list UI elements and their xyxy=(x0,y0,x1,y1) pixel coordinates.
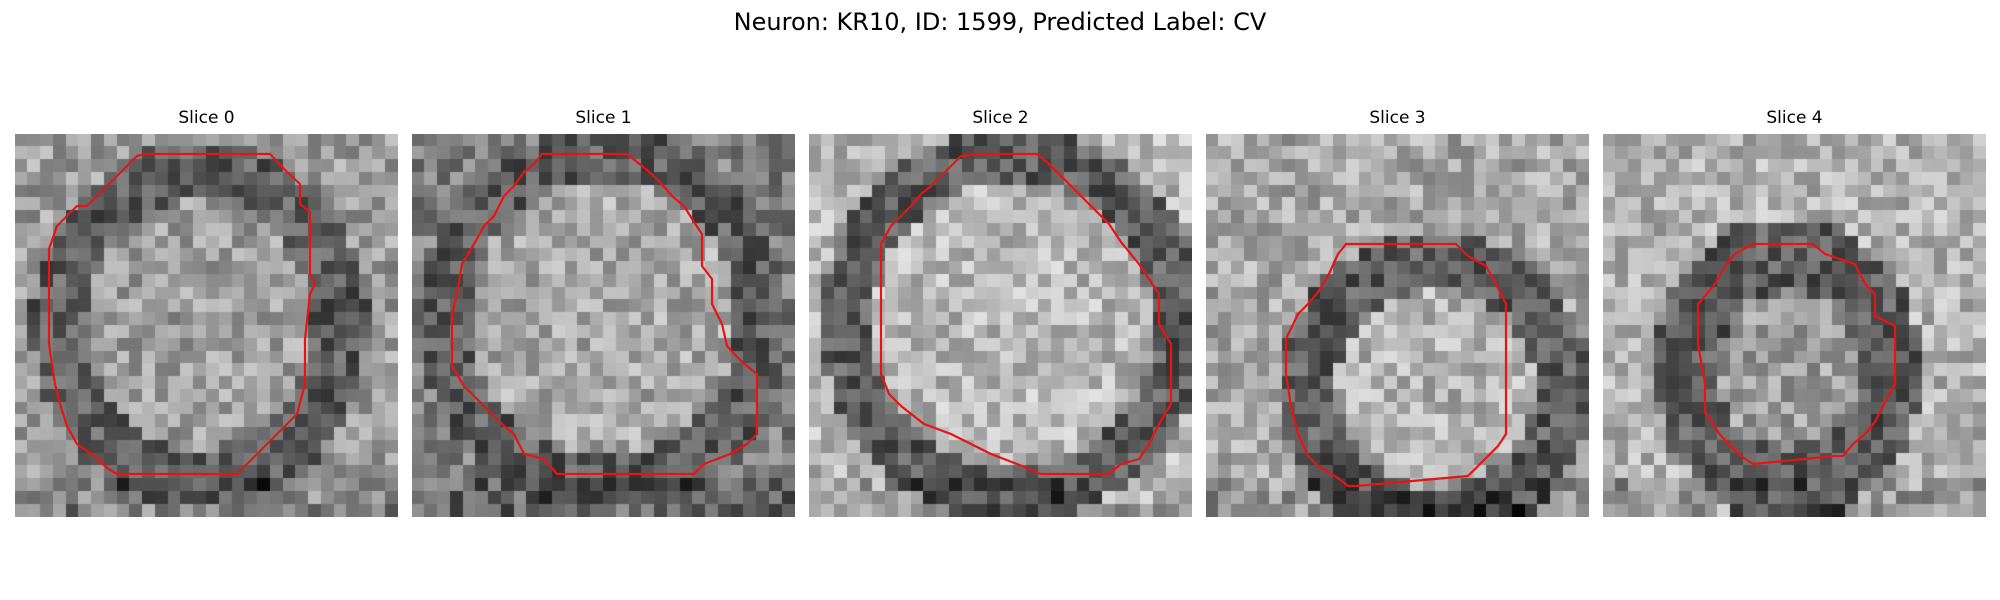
slice-image-2 xyxy=(809,134,1192,517)
slice-image-4 xyxy=(1603,134,1986,517)
cell-contour-2 xyxy=(879,152,1173,476)
slice-overlay-1 xyxy=(450,152,759,476)
figure-title: Neuron: KR10, ID: 1599, Predicted Label:… xyxy=(733,8,1267,36)
cell-contour-3 xyxy=(1284,242,1508,488)
slice-image-0 xyxy=(15,134,398,517)
cell-contour-4 xyxy=(1696,242,1897,466)
slice-title-1: Slice 1 xyxy=(575,108,632,128)
cell-contour-1 xyxy=(450,152,759,476)
slice-overlay-0 xyxy=(47,152,317,476)
slice-title-0: Slice 0 xyxy=(178,108,235,128)
slice-image-3 xyxy=(1206,134,1589,517)
slice-title-4: Slice 4 xyxy=(1766,108,1823,128)
slice-title-2: Slice 2 xyxy=(972,108,1029,128)
slice-overlay-4 xyxy=(1696,242,1897,466)
slice-title-3: Slice 3 xyxy=(1369,108,1426,128)
slice-overlay-3 xyxy=(1284,242,1508,488)
cell-contour-0 xyxy=(47,152,317,476)
slice-overlay-2 xyxy=(879,152,1173,476)
